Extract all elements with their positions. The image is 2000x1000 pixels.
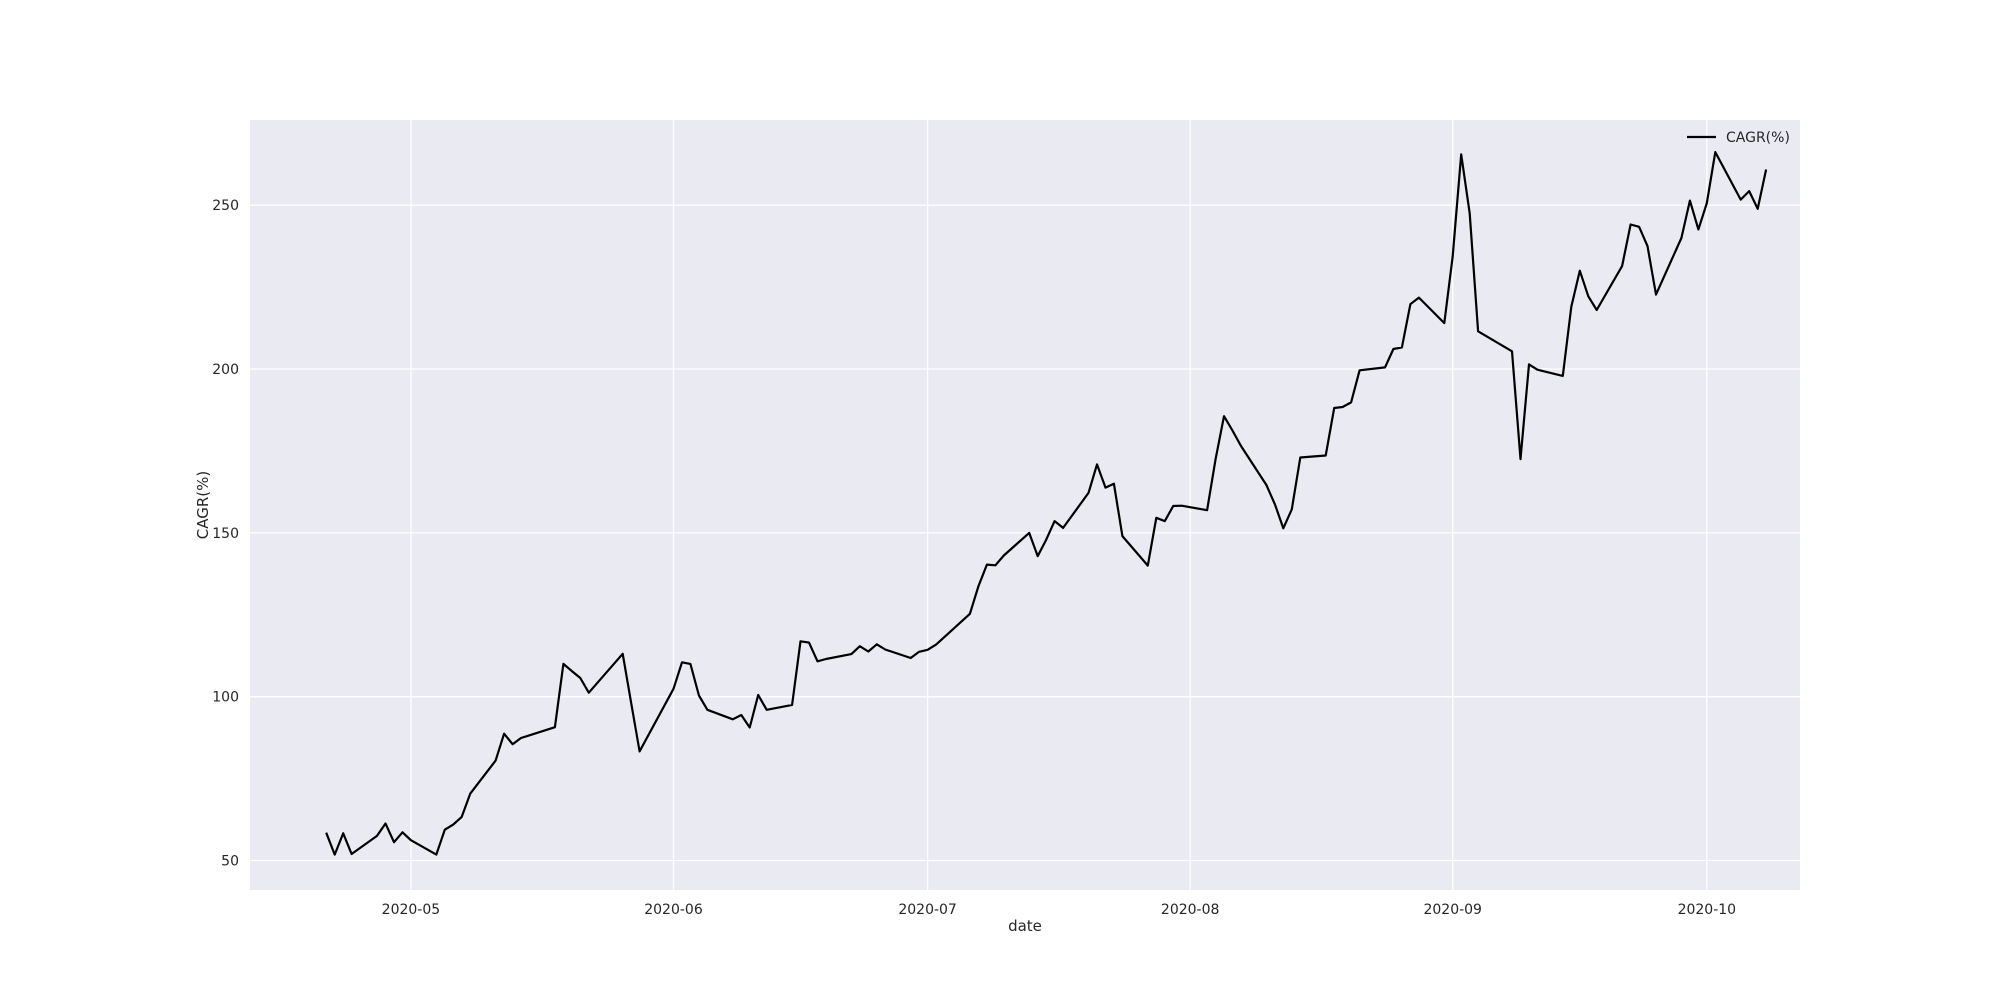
plot-area <box>250 120 1800 890</box>
y-tick-label: 200 <box>212 362 239 378</box>
grid <box>250 120 1800 890</box>
x-tick-label: 2020-08 <box>1161 902 1220 918</box>
series-line-cagr <box>325 151 1768 856</box>
y-tick-label: 50 <box>221 854 239 870</box>
y-tick-label: 150 <box>212 526 239 542</box>
y-axis-label: CAGR(%) <box>194 471 212 539</box>
x-tick-label: 2020-10 <box>1678 902 1737 918</box>
y-tick-label: 100 <box>212 690 239 706</box>
y-axis-ticks: 50 100 150 200 250 <box>212 198 239 869</box>
y-tick-label: 250 <box>212 198 239 214</box>
x-tick-label: 2020-09 <box>1423 902 1482 918</box>
x-tick-label: 2020-06 <box>644 902 703 918</box>
x-axis-label: date <box>1008 917 1042 935</box>
legend: CAGR(%) <box>1687 130 1790 146</box>
x-tick-label: 2020-07 <box>898 902 957 918</box>
x-axis-ticks: 2020-05 2020-06 2020-07 2020-08 2020-09 2020-… <box>382 902 1736 918</box>
x-tick-label: 2020-05 <box>382 902 441 918</box>
legend-label: CAGR(%) <box>1726 130 1790 146</box>
